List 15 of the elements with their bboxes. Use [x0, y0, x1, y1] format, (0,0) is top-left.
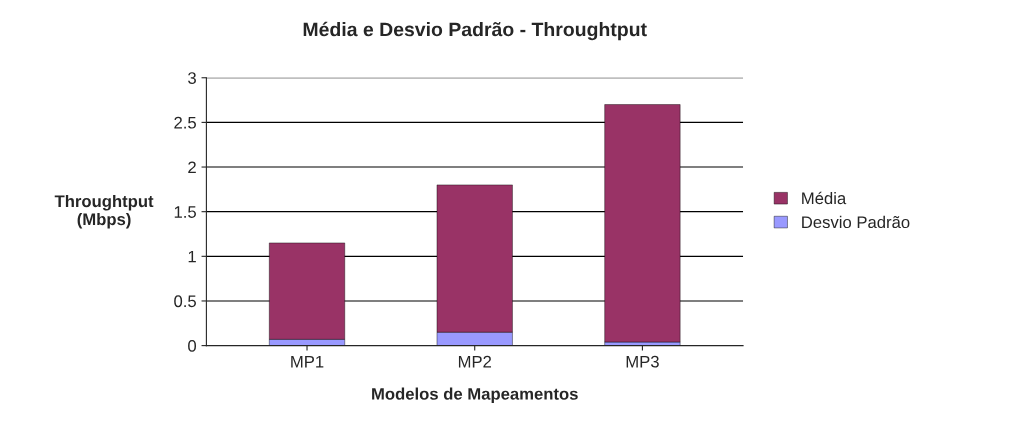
- x-tick-label: MP3: [626, 355, 659, 368]
- y-tick-label: 0.5: [174, 295, 196, 308]
- x-tick-label: MP1: [291, 355, 324, 368]
- x-axis-title: Modelos de Mapeamentos: [372, 387, 578, 404]
- y-tick-label: 1: [188, 250, 196, 263]
- y-tick-label: 3: [188, 72, 196, 84]
- y-tick-label: 2: [188, 161, 196, 174]
- legend-label: Média: [802, 191, 847, 205]
- y-tick-label: 0: [188, 340, 197, 352]
- y-tick-label: 1.5: [174, 206, 196, 218]
- x-tick-label: MP2: [458, 355, 492, 368]
- legend-label: Desvio Padrão: [802, 215, 910, 229]
- chart-title: Média e Desvio Padrão - Throughtput: [303, 21, 647, 41]
- y-tick-label: 2.5: [174, 116, 196, 129]
- y-axis-title: Throughtput (Mbps): [54, 194, 154, 229]
